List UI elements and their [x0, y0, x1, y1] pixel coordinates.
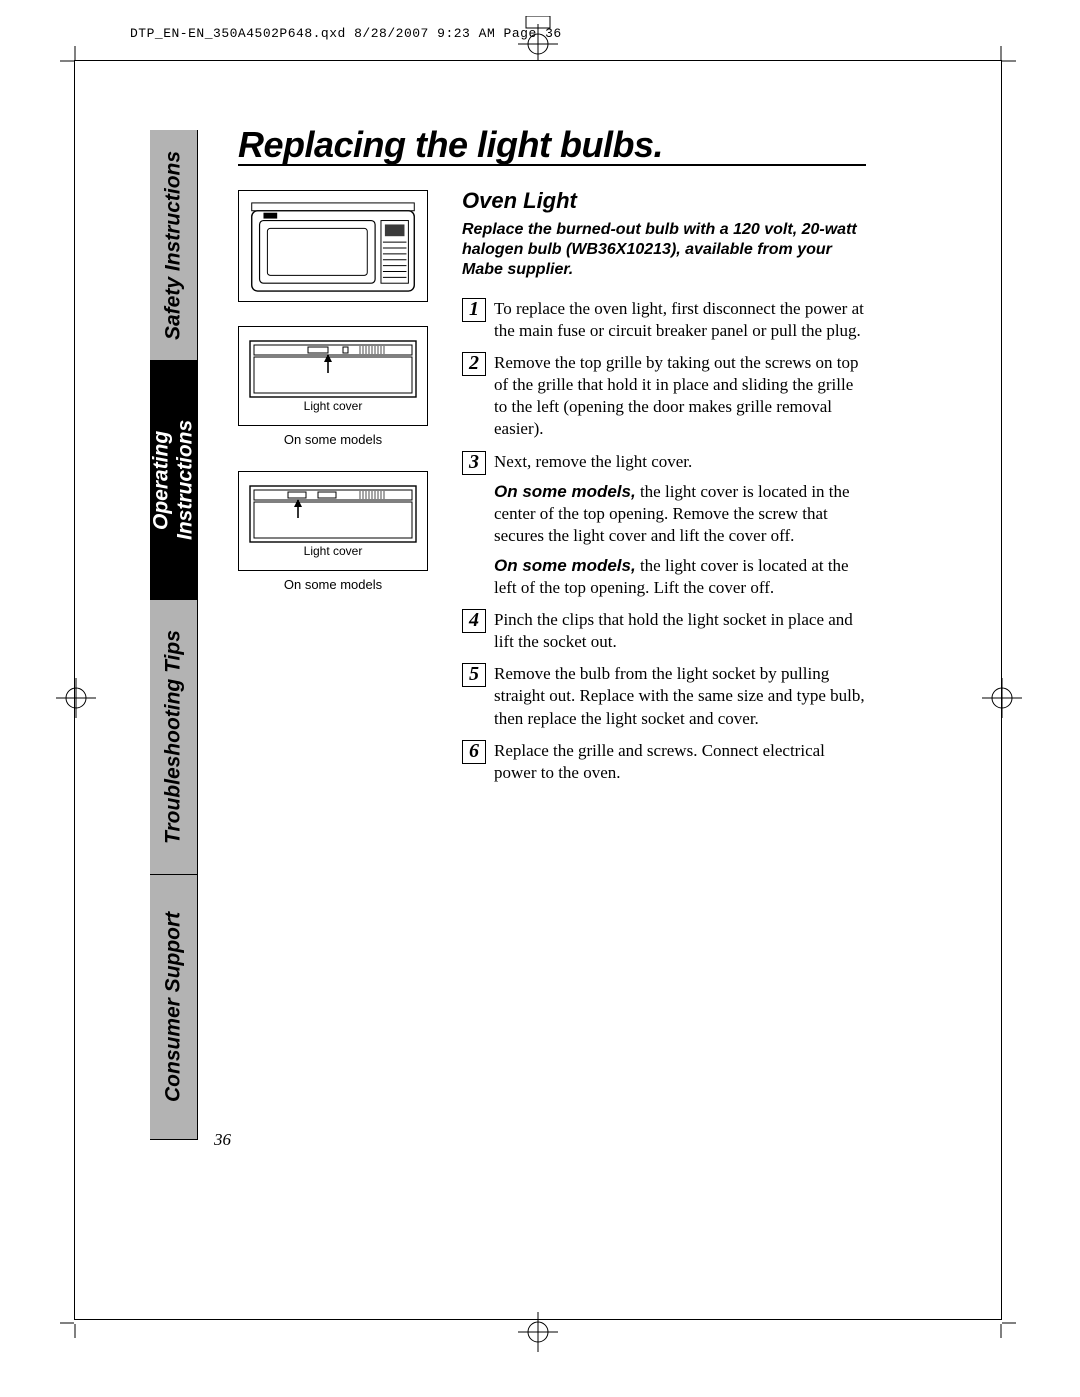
- cropmark-br: [986, 1308, 1016, 1338]
- cropmark-tl: [60, 46, 90, 76]
- step-num-2: 2: [462, 352, 486, 376]
- step-3: 3 Next, remove the light cover. On some …: [462, 451, 866, 600]
- section-title: Oven Light: [462, 188, 866, 214]
- regmark-right: [982, 678, 1022, 718]
- page-title: Replacing the light bulbs.: [238, 126, 866, 166]
- file-header: DTP_EN-EN_350A4502P648.qxd 8/28/2007 9:2…: [130, 26, 562, 41]
- step-text-5: Remove the bulb from the light socket by…: [494, 663, 866, 729]
- diagram-light-cover-center: Light cover: [238, 326, 428, 426]
- step-num-1: 1: [462, 298, 486, 322]
- diagram-light-cover-left: Light cover: [238, 471, 428, 571]
- step-num-4: 4: [462, 609, 486, 633]
- cropmark-bl: [60, 1308, 90, 1338]
- step-num-3: 3: [462, 451, 486, 475]
- diagram-label-left: Light cover: [304, 544, 363, 558]
- diagram-label-center: Light cover: [304, 399, 363, 413]
- tab-safety: Safety Instructions: [150, 130, 198, 360]
- regmark-left: [56, 678, 96, 718]
- tab-operating: Operating Instructions: [150, 360, 198, 600]
- step-4: 4 Pinch the clips that hold the light so…: [462, 609, 866, 653]
- regmark-top: [498, 16, 578, 60]
- right-column: Oven Light Replace the burned-out bulb w…: [462, 188, 866, 794]
- step-text-6: Replace the grille and screws. Connect e…: [494, 740, 866, 784]
- step-text-1: To replace the oven light, first disconn…: [494, 298, 866, 342]
- caption-left: On some models: [238, 577, 428, 592]
- step-text-3: Next, remove the light cover. On some mo…: [494, 451, 866, 600]
- step-num-6: 6: [462, 740, 486, 764]
- step-5: 5 Remove the bulb from the light socket …: [462, 663, 866, 729]
- cropmark-tr: [986, 46, 1016, 76]
- step-2: 2 Remove the top grille by taking out th…: [462, 352, 866, 440]
- side-tabs: Safety Instructions Operating Instructio…: [150, 130, 198, 1140]
- regmark-bottom: [498, 1312, 578, 1352]
- tab-consumer: Consumer Support: [150, 875, 198, 1140]
- step-text-2: Remove the top grille by taking out the …: [494, 352, 866, 440]
- step-6: 6 Replace the grille and screws. Connect…: [462, 740, 866, 784]
- intro-text: Replace the burned-out bulb with a 120 v…: [462, 220, 866, 280]
- tab-troubleshooting: Troubleshooting Tips: [150, 600, 198, 875]
- caption-center: On some models: [238, 432, 428, 447]
- page-number: 36: [214, 1130, 231, 1150]
- step-1: 1 To replace the oven light, first disco…: [462, 298, 866, 342]
- step-text-4: Pinch the clips that hold the light sock…: [494, 609, 866, 653]
- diagram-microwave-front: [238, 190, 428, 302]
- step-num-5: 5: [462, 663, 486, 687]
- left-column: Light cover On some models Light cover O…: [238, 190, 428, 616]
